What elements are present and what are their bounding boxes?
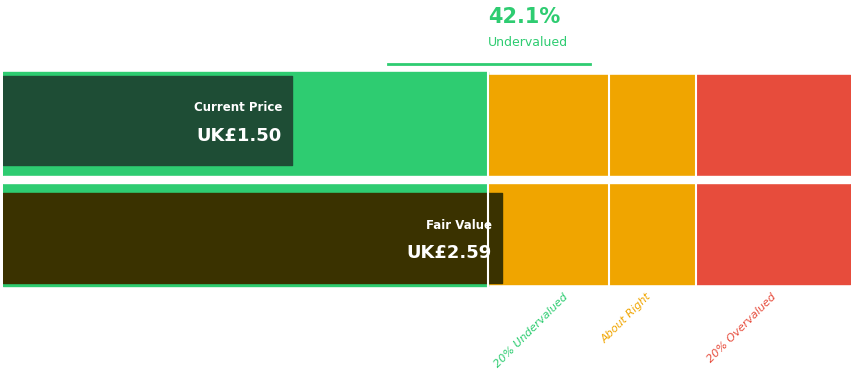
Text: 20% Overvalued: 20% Overvalued bbox=[705, 292, 778, 364]
Text: About Right: About Right bbox=[599, 292, 653, 345]
Text: Current Price: Current Price bbox=[193, 101, 282, 114]
Text: 20% Undervalued: 20% Undervalued bbox=[492, 292, 569, 369]
Text: UK£1.50: UK£1.50 bbox=[197, 127, 282, 144]
Text: 42.1%: 42.1% bbox=[487, 7, 560, 27]
Text: Undervalued: Undervalued bbox=[487, 36, 567, 49]
Text: Fair Value: Fair Value bbox=[425, 219, 492, 232]
Text: UK£2.59: UK£2.59 bbox=[406, 244, 492, 262]
